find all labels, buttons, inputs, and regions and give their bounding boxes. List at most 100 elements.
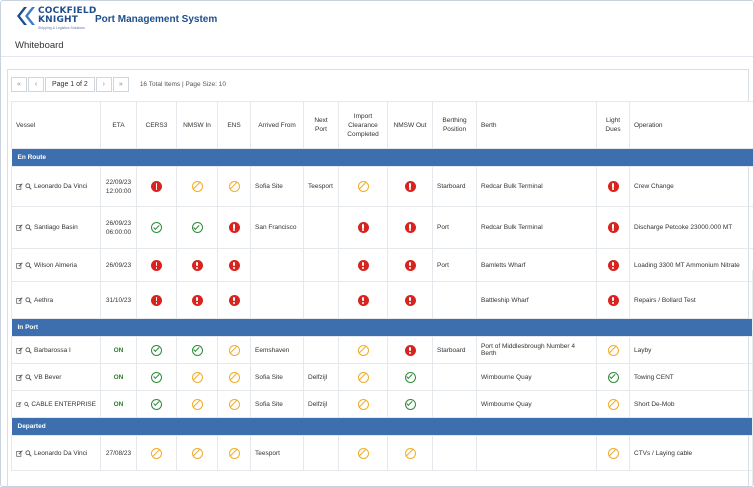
vessel-name[interactable]: CABLE ENTERPRISE [31, 400, 96, 408]
last-page-button[interactable]: » [112, 77, 129, 92]
edit-icon[interactable] [16, 401, 22, 408]
col-arrived-from[interactable]: Arrived From [250, 101, 304, 149]
arrived-from-cell: Eemshaven [250, 336, 304, 364]
vessel-name[interactable]: VB Bever [34, 373, 62, 381]
eta-date: 26/09/23 [105, 219, 132, 227]
operation-cell: Discharge Petcoke 23000.000 MT [629, 206, 753, 249]
search-icon[interactable] [25, 449, 32, 457]
berth-cell: Redcar Bulk Terminal [476, 166, 597, 207]
next-port-cell [303, 281, 339, 319]
search-icon[interactable] [25, 373, 32, 381]
check-circle-icon [607, 371, 619, 383]
status-cell [387, 248, 433, 282]
col-operation[interactable]: Operation [629, 101, 753, 149]
table-row[interactable]: Santiago Basin 26/09/23 06:00:00 San Franci… [11, 206, 753, 249]
first-page-button[interactable]: « [11, 77, 27, 92]
edit-icon[interactable] [16, 346, 23, 354]
not-applicable-icon [357, 398, 369, 410]
vessel-name[interactable]: Wilson Almeria [34, 261, 77, 269]
table-row[interactable]: CABLE ENTERPRISE ON Sofia Site Delfzijl Wimb… [11, 390, 753, 418]
alert-icon [607, 294, 619, 306]
group-label: En Route [11, 148, 753, 167]
search-icon[interactable] [25, 183, 32, 190]
not-applicable-icon [228, 398, 240, 410]
not-applicable-icon [404, 447, 416, 459]
vessel-name[interactable]: Aethra [34, 296, 54, 304]
check-circle-icon [151, 344, 162, 356]
vessel-cell-content: VB Bever [16, 374, 96, 381]
table-row[interactable]: Leonardo Da Vinci 27/08/23 Teesport CTVs / … [11, 435, 753, 471]
col-cers3[interactable]: CERS3 [136, 101, 177, 149]
operation-cell: Short De-Mob [629, 390, 753, 418]
search-icon[interactable] [23, 401, 30, 408]
vessel-name[interactable]: Barbarossa I [34, 346, 71, 354]
table-row[interactable]: Barbarossa I ON Eemshaven Starboard Port of … [11, 336, 753, 364]
page-indicator: Page 1 of 2 [45, 77, 95, 92]
status-cell [338, 435, 388, 471]
not-applicable-icon [228, 344, 240, 356]
not-applicable-icon [607, 398, 619, 410]
search-icon[interactable] [25, 296, 32, 304]
status-cell [136, 363, 177, 391]
scrollbar[interactable] [752, 270, 753, 486]
col-ens[interactable]: ENS [217, 101, 251, 149]
edit-icon[interactable] [16, 183, 23, 190]
col-import-clearance[interactable]: Import Clearance Completed [338, 101, 388, 149]
status-cell [136, 206, 177, 249]
edit-icon[interactable] [16, 449, 23, 457]
operation-cell: Repairs / Bollard Test [629, 281, 753, 319]
vessel-name[interactable]: Leonardo Da Vinci [34, 449, 88, 457]
edit-icon[interactable] [16, 224, 23, 231]
next-port-cell: Teesport [303, 166, 339, 207]
operation-cell: CTVs / Laying cable [629, 435, 753, 471]
not-applicable-icon [357, 447, 369, 459]
alert-icon [357, 294, 369, 306]
next-port-cell: Delfzijl [303, 363, 339, 391]
col-berthing-position[interactable]: Berthing Position [432, 101, 477, 149]
berthing-position-cell [432, 435, 477, 471]
berth-cell: Redcar Bulk Terminal [476, 206, 597, 249]
vessel-cell-content: Wilson Almeria [16, 262, 96, 269]
table-row[interactable]: Leonardo Da Vinci 22/09/23 12:00:00 Sofia S… [11, 166, 753, 207]
table-row[interactable]: VB Bever ON Sofia Site Delfzijl Wimbourne Qu… [11, 363, 753, 391]
arrived-from-cell: San Francisco [250, 206, 304, 249]
status-cell [387, 435, 433, 471]
col-next-port[interactable]: Next Port [303, 101, 339, 149]
status-cell [596, 336, 630, 364]
status-cell [387, 363, 433, 391]
company-logo[interactable]: COCKFIELD KNIGHT Shipping & Logistics So… [14, 6, 96, 32]
vessel-cell-content: Aethra [16, 297, 96, 304]
group-row: In Port [11, 318, 753, 337]
status-cell [176, 336, 218, 364]
search-icon[interactable] [25, 224, 32, 231]
vessel-name[interactable]: Santiago Basin [34, 224, 78, 231]
vessel-cell: Wilson Almeria [11, 248, 101, 282]
status-cell [176, 206, 218, 249]
table-row[interactable]: Aethra 31/10/23 Battleship Wharf Repairs / … [11, 281, 753, 319]
search-icon[interactable] [25, 261, 32, 269]
col-nmsw-out[interactable]: NMSW Out [387, 101, 433, 149]
berthing-position-cell: Port [432, 248, 477, 282]
eta-cell: ON [100, 336, 137, 364]
eta-cell: 22/09/23 12:00:00 [100, 166, 137, 207]
eta-date: 27/08/23 [105, 449, 132, 457]
next-page-button[interactable]: › [95, 77, 112, 92]
status-cell [338, 363, 388, 391]
edit-icon[interactable] [16, 261, 23, 269]
col-vessel[interactable]: Vessel [11, 101, 101, 149]
brand-name-line2: KNIGHT [38, 15, 79, 25]
col-berth[interactable]: Berth [476, 101, 597, 149]
alert-icon [404, 181, 416, 192]
col-light-dues[interactable]: Light Dues [596, 101, 630, 149]
search-icon[interactable] [25, 346, 32, 354]
edit-icon[interactable] [16, 296, 23, 304]
col-nmsw-in[interactable]: NMSW In [176, 101, 218, 149]
vessel-name[interactable]: Leonardo Da Vinci [34, 183, 88, 190]
table-row[interactable]: Wilson Almeria 26/09/23 Port Bamletts Wharf… [11, 248, 753, 282]
pager: « ‹ Page 1 of 2 › » 16 Total Items | Pag… [11, 76, 226, 93]
prev-page-button[interactable]: ‹ [28, 77, 44, 92]
status-cell [176, 435, 218, 471]
edit-icon[interactable] [16, 373, 23, 381]
col-eta[interactable]: ETA [100, 101, 137, 149]
